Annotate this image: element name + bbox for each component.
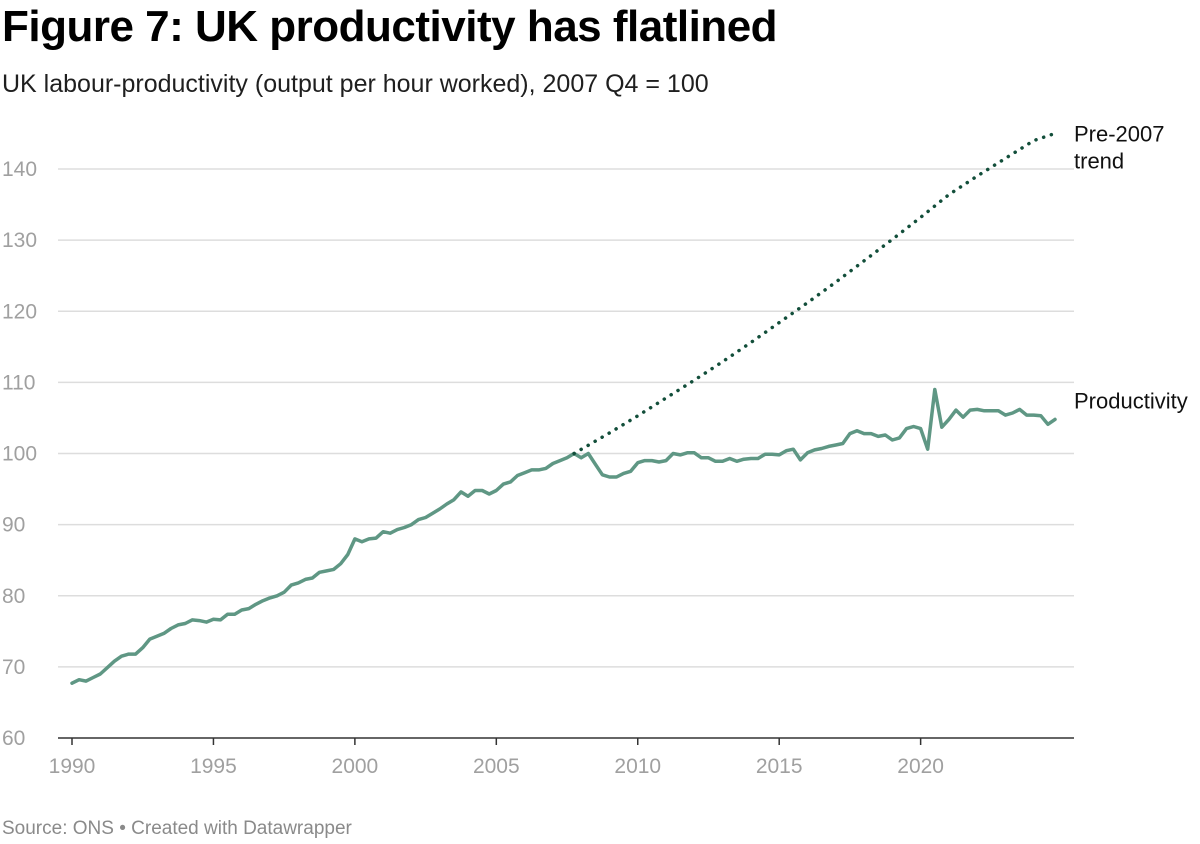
x-tick-label: 1995 <box>190 755 237 778</box>
source-note: Source: ONS • Created with Datawrapper <box>2 818 352 839</box>
productivity-series-label: Productivity <box>1074 388 1188 413</box>
y-tick-label: 70 <box>2 656 25 679</box>
chart-title: Figure 7: UK productivity has flatlined <box>2 2 778 51</box>
trend-series-label: Pre-2007 trend <box>1074 121 1165 173</box>
y-tick-label: 80 <box>2 585 25 608</box>
x-tick-label: 2000 <box>332 755 379 778</box>
series <box>70 131 1057 685</box>
x-tick-label: 1990 <box>49 755 96 778</box>
y-tick-label: 100 <box>2 443 37 466</box>
y-tick-label: 120 <box>2 300 37 323</box>
y-tick-label: 110 <box>2 371 35 394</box>
y-tick-label: 60 <box>2 727 25 750</box>
series-labels: Productivity Pre-2007 trend <box>1074 121 1188 413</box>
x-tick-label: 2010 <box>614 755 661 778</box>
y-tick-label: 90 <box>2 514 25 537</box>
x-tick-label: 2015 <box>756 755 803 778</box>
axes: 60 70 80 90 100 110 120 130 140 1990 1995 2000 2005 2… <box>2 158 1074 778</box>
y-tick-label: 140 <box>2 158 37 181</box>
grid <box>58 168 1074 668</box>
x-tick-label: 2005 <box>473 755 520 778</box>
chart-subtitle: UK labour-productivity (output per hour … <box>2 70 709 98</box>
x-tick-label: 2020 <box>897 755 944 778</box>
trend-line <box>572 131 1057 456</box>
productivity-line <box>70 387 1057 685</box>
y-tick-label: 130 <box>2 229 37 252</box>
